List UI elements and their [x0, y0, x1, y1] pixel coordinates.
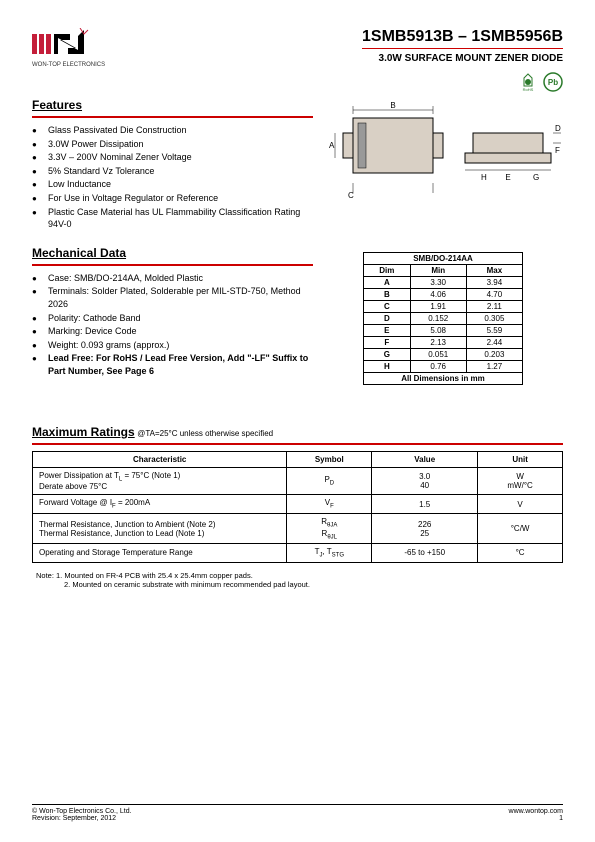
mechanical-item: Terminals: Solder Plated, Solderable per…	[32, 285, 313, 310]
mechanical-dims-row: Mechanical Data Case: SMB/DO-214AA, Mold…	[32, 246, 563, 385]
features-list: Glass Passivated Die Construction 3.0W P…	[32, 124, 313, 231]
features-diagram-row: Features Glass Passivated Die Constructi…	[32, 98, 563, 232]
ratings-table: Characteristic Symbol Value Unit Power D…	[32, 451, 563, 563]
mechanical-item: Lead Free: For RoHS / Lead Free Version,…	[32, 352, 313, 377]
ratings-cell: Thermal Resistance, Junction to Ambient …	[33, 513, 287, 543]
ratings-header: Symbol	[287, 451, 372, 467]
page-header: WON-TOP ELECTRONICS 1SMB5913B – 1SMB5956…	[32, 28, 563, 68]
note-line: Note: 1. Mounted on FR-4 PCB with 25.4 x…	[36, 571, 563, 581]
mechanical-item: Polarity: Cathode Band	[32, 312, 313, 325]
svg-text:B: B	[390, 101, 395, 110]
svg-text:RoHS: RoHS	[523, 87, 534, 92]
copyright: © Won-Top Electronics Co., Ltd.	[32, 808, 132, 815]
ratings-cell: 3.040	[372, 467, 478, 495]
note-line: 2. Mounted on ceramic substrate with min…	[36, 580, 563, 590]
title-separator	[362, 48, 563, 49]
feature-item: Plastic Case Material has UL Flammabilit…	[32, 206, 313, 231]
page-number: 1	[509, 815, 563, 822]
feature-item: Glass Passivated Die Construction	[32, 124, 313, 137]
revision: Revision: September, 2012	[32, 815, 132, 822]
svg-text:C: C	[348, 191, 354, 200]
website: www.wontop.com	[509, 808, 563, 815]
ratings-header: Unit	[478, 451, 563, 467]
svg-text:Pb: Pb	[548, 78, 558, 87]
ratings-cell: WmW/°C	[478, 467, 563, 495]
ratings-title-row: Maximum Ratings @TA=25°C unless otherwis…	[32, 425, 563, 439]
ratings-title: Maximum Ratings	[32, 425, 135, 439]
dim-header: Min	[410, 264, 466, 276]
mechanical-item: Marking: Device Code	[32, 325, 313, 338]
feature-item: Low Inductance	[32, 178, 313, 191]
ratings-header: Characteristic	[33, 451, 287, 467]
product-subtitle: 3.0W SURFACE MOUNT ZENER DIODE	[362, 53, 563, 64]
mechanical-item: Case: SMB/DO-214AA, Molded Plastic	[32, 272, 313, 285]
ratings-cell: -65 to +150	[372, 544, 478, 563]
feature-item: 5% Standard Vz Tolerance	[32, 165, 313, 178]
logo-block: WON-TOP ELECTRONICS	[32, 28, 105, 68]
company-logo	[32, 28, 92, 60]
feature-item: 3.0W Power Dissipation	[32, 138, 313, 151]
footer-right: www.wontop.com 1	[509, 808, 563, 822]
ratings-cell: °C/W	[478, 513, 563, 543]
compliance-icons: RoHS Pb	[32, 72, 563, 92]
footer-left: © Won-Top Electronics Co., Ltd. Revision…	[32, 808, 132, 822]
ratings-cell: 22625	[372, 513, 478, 543]
part-number-title: 1SMB5913B – 1SMB5956B	[362, 28, 563, 46]
rohs-icon: RoHS	[518, 72, 538, 92]
ratings-condition: @TA=25°C unless otherwise specified	[137, 429, 273, 438]
page-footer: © Won-Top Electronics Co., Ltd. Revision…	[32, 804, 563, 822]
dimensions-table: SMB/DO-214AA Dim Min Max A3.303.94 B4.06…	[363, 252, 523, 385]
company-name: WON-TOP ELECTRONICS	[32, 62, 105, 68]
dim-table-title: SMB/DO-214AA	[364, 252, 523, 264]
ratings-header: Value	[372, 451, 478, 467]
features-title: Features	[32, 98, 313, 112]
ratings-separator	[32, 443, 563, 445]
mechanical-separator	[32, 264, 313, 266]
pb-free-icon: Pb	[543, 72, 563, 92]
svg-text:G: G	[533, 173, 539, 182]
feature-item: 3.3V – 200V Nominal Zener Voltage	[32, 151, 313, 164]
title-block: 1SMB5913B – 1SMB5956B 3.0W SURFACE MOUNT…	[362, 28, 563, 64]
ratings-cell: TJ, TSTG	[287, 544, 372, 563]
package-diagram: B A C D F E H G	[323, 98, 563, 218]
mechanical-title: Mechanical Data	[32, 246, 313, 260]
ratings-cell: PD	[287, 467, 372, 495]
svg-text:F: F	[555, 146, 560, 155]
svg-text:D: D	[555, 124, 561, 133]
ratings-cell: Operating and Storage Temperature Range	[33, 544, 287, 563]
feature-item: For Use in Voltage Regulator or Referenc…	[32, 192, 313, 205]
svg-text:H: H	[481, 173, 487, 182]
notes-block: Note: 1. Mounted on FR-4 PCB with 25.4 x…	[32, 571, 563, 591]
ratings-cell: Forward Voltage @ IF = 200mA	[33, 495, 287, 514]
ratings-cell: °C	[478, 544, 563, 563]
ratings-cell: VF	[287, 495, 372, 514]
svg-text:A: A	[329, 141, 335, 150]
svg-text:E: E	[505, 173, 510, 182]
dim-header: Dim	[364, 264, 411, 276]
ratings-section: Maximum Ratings @TA=25°C unless otherwis…	[32, 425, 563, 590]
features-separator	[32, 116, 313, 118]
mechanical-item: Weight: 0.093 grams (approx.)	[32, 339, 313, 352]
ratings-cell: RθJARθJL	[287, 513, 372, 543]
ratings-cell: V	[478, 495, 563, 514]
mechanical-list: Case: SMB/DO-214AA, Molded Plastic Termi…	[32, 272, 313, 378]
ratings-cell: Power Dissipation at TL = 75°C (Note 1)D…	[33, 467, 287, 495]
dim-header: Max	[466, 264, 522, 276]
ratings-cell: 1.5	[372, 495, 478, 514]
dim-footer: All Dimensions in mm	[364, 372, 523, 384]
